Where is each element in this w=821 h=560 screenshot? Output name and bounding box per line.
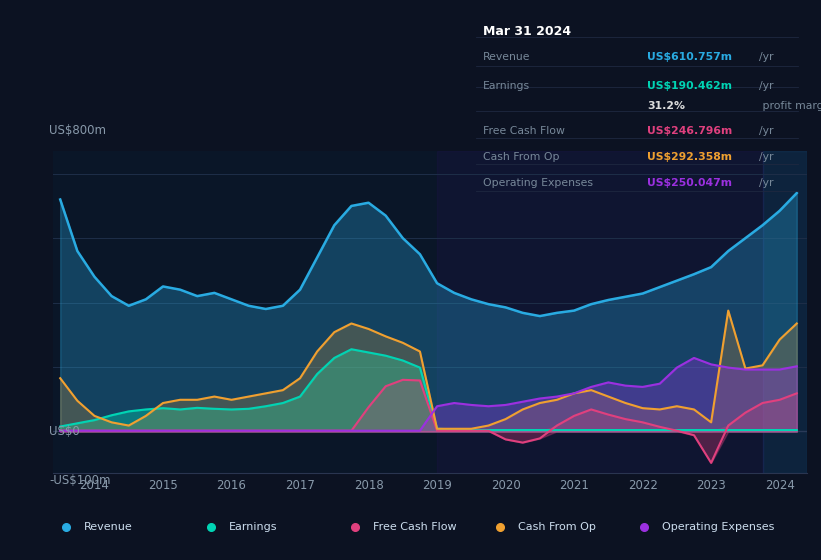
Text: US$0: US$0 [49,425,80,438]
Text: US$292.358m: US$292.358m [647,152,732,162]
Text: US$800m: US$800m [49,124,106,137]
Text: US$250.047m: US$250.047m [647,178,732,188]
Text: US$246.796m: US$246.796m [647,126,732,136]
Text: Operating Expenses: Operating Expenses [663,522,775,533]
Text: Free Cash Flow: Free Cash Flow [374,522,457,533]
Text: /yr: /yr [759,152,774,162]
Text: Operating Expenses: Operating Expenses [483,178,593,188]
Text: US$610.757m: US$610.757m [647,52,732,62]
Text: 31.2%: 31.2% [647,101,686,111]
Bar [763,151,807,473]
Text: -US$100m: -US$100m [49,474,111,487]
Text: /yr: /yr [759,178,774,188]
Text: Free Cash Flow: Free Cash Flow [483,126,565,136]
Text: /yr: /yr [759,126,774,136]
Text: /yr: /yr [759,81,774,91]
Text: Earnings: Earnings [483,81,530,91]
Text: Earnings: Earnings [229,522,277,533]
Text: Cash From Op: Cash From Op [483,152,559,162]
Text: /yr: /yr [759,52,774,62]
Text: Revenue: Revenue [483,52,530,62]
Text: profit margin: profit margin [759,101,821,111]
Bar [437,151,763,473]
Text: Mar 31 2024: Mar 31 2024 [483,26,571,39]
Text: Cash From Op: Cash From Op [518,522,596,533]
Text: US$190.462m: US$190.462m [647,81,732,91]
Text: Revenue: Revenue [85,522,133,533]
